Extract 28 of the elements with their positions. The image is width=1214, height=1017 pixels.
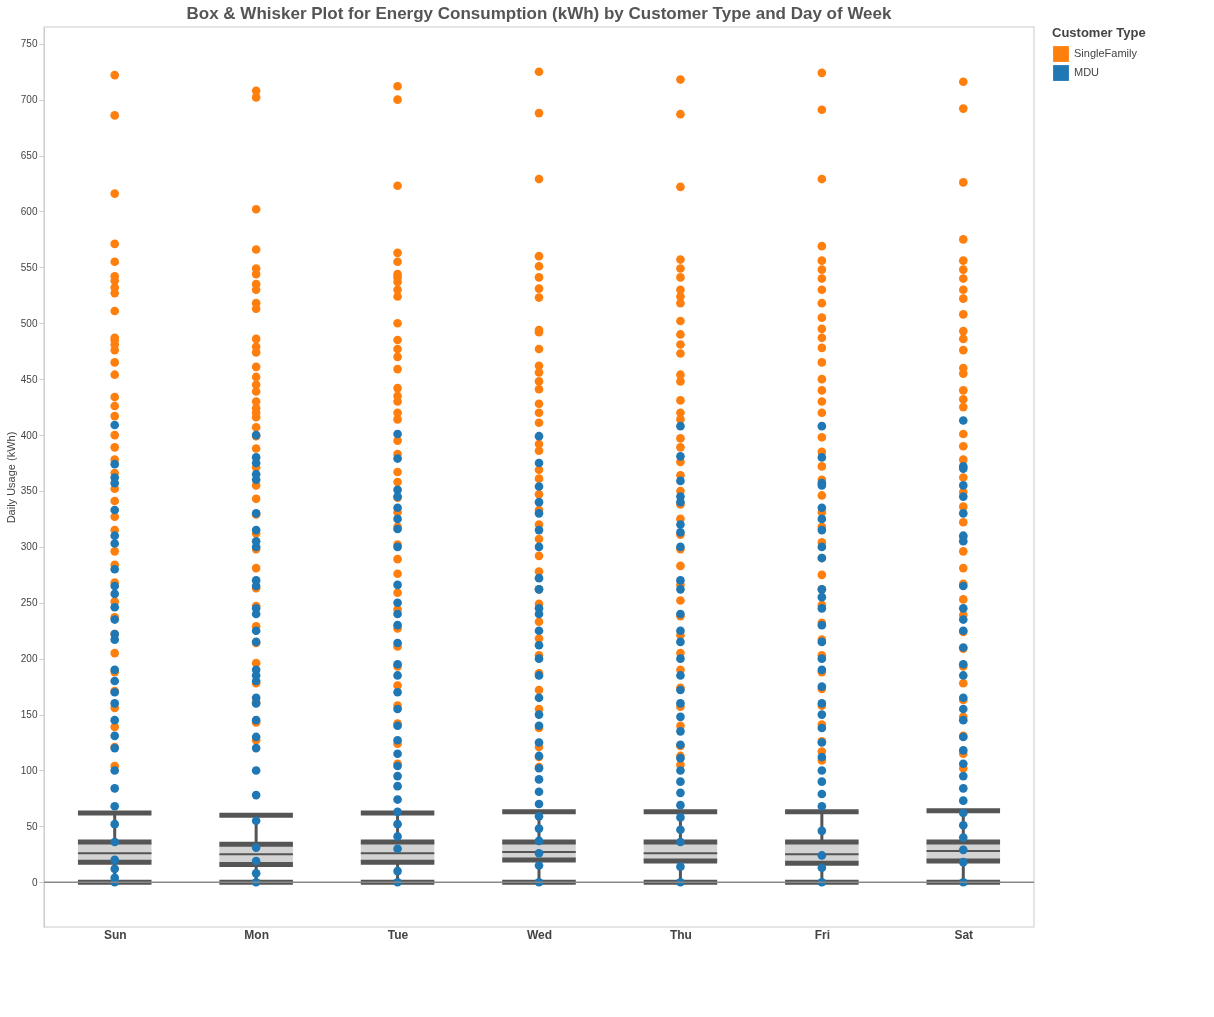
- y-tick-label: 700: [20, 94, 38, 106]
- y-tick-label: 250: [20, 597, 38, 609]
- y-tick-label: 500: [20, 317, 38, 329]
- y-tick-label: 150: [20, 709, 38, 721]
- y-tick-label: 400: [20, 429, 38, 441]
- y-tick-label: 200: [20, 653, 38, 665]
- x-tick-label: Sun: [103, 927, 127, 942]
- y-tick-label: 0: [31, 876, 38, 888]
- y-tick-label: 350: [20, 485, 38, 497]
- y-axis-title: Daily Usage (kWh): [4, 431, 17, 524]
- y-tick-label: 550: [20, 261, 38, 273]
- chart-title: Box & Whisker Plot for Energy Consumption (kWh) by Customer Type and Day of Week: [186, 4, 893, 23]
- y-tick-label: 600: [20, 205, 38, 217]
- y-tick-label: 750: [20, 38, 38, 50]
- x-tick-label: Fri: [814, 927, 831, 942]
- y-tick-label: 450: [20, 373, 38, 385]
- legend-title: Customer Type: [1052, 25, 1146, 40]
- y-tick-label: 50: [26, 820, 38, 832]
- y-tick-label: 650: [20, 150, 38, 162]
- y-tick-label: 300: [20, 541, 38, 553]
- x-tick-label: Mon: [244, 927, 269, 942]
- legend-label: SingleFamily: [1074, 47, 1138, 59]
- x-tick-label: Wed: [526, 927, 553, 942]
- y-tick-label: 100: [20, 764, 38, 776]
- legend-label: MDU: [1074, 66, 1100, 78]
- x-tick-label: Thu: [669, 927, 692, 942]
- x-tick-label: Sat: [954, 927, 974, 942]
- x-tick-label: Tue: [387, 927, 409, 942]
